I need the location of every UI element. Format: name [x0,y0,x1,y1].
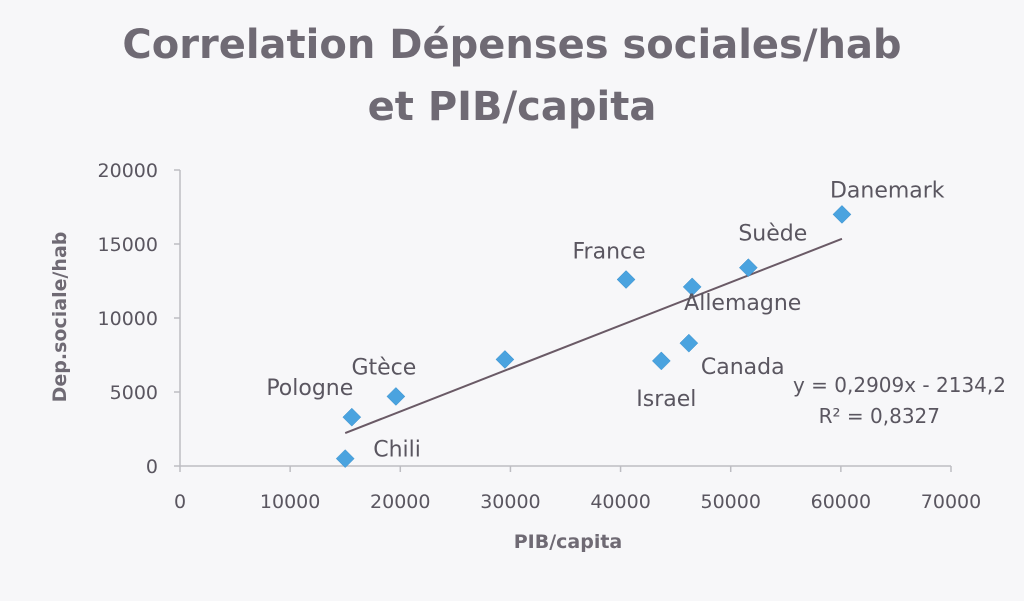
data-points [335,205,852,468]
chart-title-line-1: Correlation Dépenses sociales/hab [122,22,901,68]
x-tick-label: 20000 [370,491,430,513]
y-tick-label: 20000 [98,160,158,182]
x-tick-label: 30000 [480,491,540,513]
data-point [386,387,406,406]
point-label: Canada [701,355,785,380]
y-axis-title: Dep.sociale/hab [49,232,71,403]
x-tick-label: 70000 [921,491,981,513]
x-axis-title: PIB/capita [514,531,623,553]
tick-labels: 0 10000 20000 30000 40000 50000 60000 70000 0 500… [98,160,982,513]
trendline-equation: y = 0,2909x - 2134,2 [793,373,1006,397]
data-point [342,407,362,427]
x-tick-label: 10000 [260,491,320,513]
data-point [495,350,515,369]
point-label: France [573,240,646,265]
data-point [335,449,355,468]
chart-title: Correlation Dépenses sociales/hab et PIB… [122,22,901,130]
point-label: Gtèce [351,355,416,380]
data-point [679,333,699,353]
data-point [832,205,852,224]
axes [174,169,952,472]
trendline-r2: R² = 0,8327 [819,404,940,428]
point-label: Allemagne [684,291,801,316]
point-label: Israel [636,387,696,412]
data-point [682,277,702,297]
data-point [651,351,671,371]
y-tick-label: 10000 [98,308,158,330]
x-tick-label: 50000 [700,491,760,513]
y-tick-label: 5000 [110,382,158,404]
x-tick-label: 60000 [811,491,871,513]
data-point [616,270,636,289]
data-point [738,258,758,278]
point-label: Chili [373,438,421,463]
point-label: Pologne [266,376,353,401]
x-tick-label: 0 [174,491,186,513]
y-tick-label: 0 [146,456,158,478]
trendline-group [344,237,843,434]
y-tick-label: 15000 [98,234,158,256]
point-label: Danemark [830,178,945,203]
point-label: Suède [738,222,807,247]
trendline [344,237,843,434]
x-tick-label: 40000 [590,491,650,513]
chart-title-line-2: et PIB/capita [368,84,657,130]
